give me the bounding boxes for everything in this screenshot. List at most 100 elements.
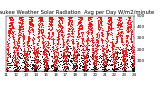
Point — [67, 34, 70, 35]
Point — [92, 69, 95, 70]
Point — [85, 66, 88, 68]
Point — [33, 60, 35, 62]
Point — [84, 58, 86, 59]
Point — [38, 27, 40, 28]
Point — [34, 69, 37, 71]
Point — [36, 57, 39, 58]
Point — [79, 68, 82, 69]
Point — [16, 56, 19, 57]
Point — [127, 16, 130, 17]
Point — [127, 32, 129, 33]
Point — [5, 64, 8, 65]
Point — [130, 63, 133, 64]
Point — [66, 62, 69, 64]
Point — [80, 23, 83, 25]
Point — [113, 44, 115, 45]
Point — [37, 55, 39, 56]
Point — [40, 16, 42, 17]
Point — [37, 49, 39, 51]
Point — [69, 17, 72, 19]
Point — [120, 34, 122, 35]
Point — [68, 28, 70, 30]
Point — [104, 52, 107, 53]
Point — [113, 48, 116, 50]
Point — [74, 71, 77, 72]
Point — [121, 47, 124, 48]
Point — [64, 63, 66, 64]
Point — [17, 51, 19, 52]
Point — [111, 67, 113, 68]
Point — [14, 71, 17, 72]
Point — [14, 66, 16, 68]
Point — [5, 58, 8, 59]
Point — [96, 63, 99, 64]
Point — [10, 16, 13, 17]
Point — [128, 16, 131, 17]
Point — [8, 24, 11, 25]
Point — [133, 66, 135, 67]
Point — [61, 37, 64, 38]
Point — [74, 71, 77, 72]
Point — [56, 48, 58, 50]
Point — [23, 61, 25, 62]
Point — [68, 16, 71, 17]
Point — [10, 19, 12, 21]
Point — [98, 16, 101, 18]
Point — [124, 63, 126, 65]
Point — [81, 41, 83, 43]
Point — [81, 27, 84, 29]
Point — [28, 38, 30, 40]
Point — [131, 51, 133, 53]
Point — [7, 52, 9, 54]
Point — [29, 16, 32, 17]
Point — [89, 29, 92, 30]
Point — [81, 40, 83, 42]
Point — [15, 63, 17, 65]
Point — [53, 71, 56, 72]
Point — [77, 20, 80, 21]
Point — [76, 46, 78, 48]
Point — [46, 32, 49, 34]
Point — [63, 55, 65, 57]
Point — [111, 46, 114, 47]
Point — [24, 68, 27, 70]
Point — [116, 31, 119, 33]
Point — [91, 45, 93, 47]
Point — [94, 47, 97, 49]
Point — [8, 30, 10, 32]
Point — [44, 68, 47, 69]
Point — [120, 39, 123, 40]
Point — [98, 22, 101, 23]
Point — [6, 52, 9, 54]
Point — [52, 39, 55, 40]
Point — [86, 41, 89, 42]
Point — [51, 61, 54, 62]
Point — [58, 24, 61, 25]
Point — [15, 71, 17, 72]
Point — [40, 62, 42, 64]
Point — [79, 64, 81, 65]
Point — [129, 25, 131, 27]
Point — [30, 19, 32, 20]
Point — [55, 66, 58, 68]
Point — [53, 52, 55, 54]
Point — [85, 39, 88, 41]
Point — [106, 41, 108, 43]
Point — [109, 16, 111, 17]
Point — [73, 64, 75, 66]
Point — [129, 16, 132, 17]
Point — [130, 35, 132, 36]
Point — [121, 55, 124, 56]
Point — [57, 37, 59, 38]
Point — [37, 56, 40, 57]
Point — [100, 22, 103, 24]
Point — [71, 16, 73, 17]
Point — [59, 18, 62, 19]
Point — [85, 45, 87, 46]
Point — [44, 71, 46, 72]
Point — [24, 66, 27, 67]
Point — [25, 71, 28, 72]
Point — [100, 45, 102, 47]
Point — [128, 17, 130, 19]
Point — [118, 67, 121, 68]
